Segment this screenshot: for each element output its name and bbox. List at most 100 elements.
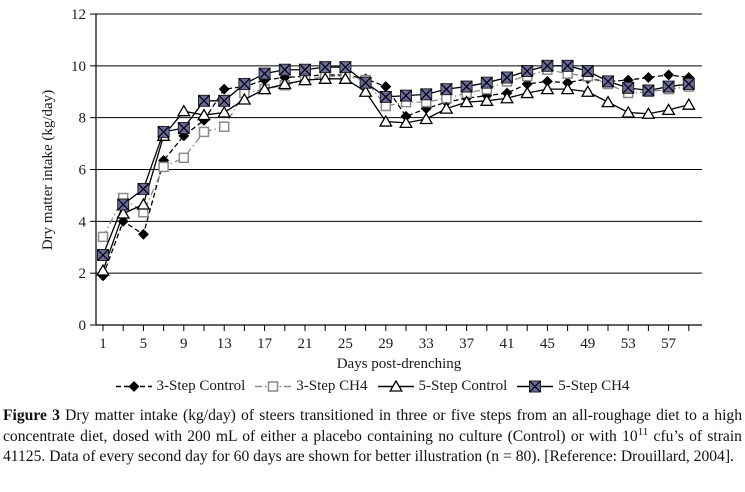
- marker-x-stroke: [480, 76, 493, 89]
- marker-open-square: [268, 380, 279, 392]
- marker-filled-diamond: [218, 83, 230, 95]
- marker-open-triangle: [439, 101, 454, 114]
- caption-text-1: Dry matter intake (kg/day) of steers tra…: [3, 407, 742, 445]
- marker-x-stroke: [299, 63, 311, 76]
- marker-open-triangle: [136, 197, 151, 210]
- marker-open-triangle: [257, 82, 272, 95]
- y-tick-label: 12: [71, 7, 86, 23]
- legend-item-5-step-control: 5-Step Control: [377, 377, 508, 395]
- marker-x-stroke: [238, 78, 251, 90]
- marker-x-stroke: [529, 380, 542, 392]
- marker-open-square: [218, 121, 230, 132]
- marker-open-triangle: [176, 104, 191, 117]
- marker-open-triangle: [217, 105, 232, 118]
- marker-open-triangle: [237, 92, 252, 105]
- marker-x-stroke: [440, 83, 453, 96]
- marker-x-stroke: [117, 198, 130, 211]
- marker-x-stroke: [501, 71, 513, 84]
- marker-open-triangle: [479, 94, 494, 106]
- y-tick-label: 0: [79, 318, 87, 334]
- x-tick-label: 53: [621, 336, 636, 352]
- series-line: [102, 69, 689, 238]
- marker-filled-diamond: [137, 228, 149, 240]
- x-tick-label: 21: [298, 336, 313, 352]
- x-tick-label: 17: [257, 336, 273, 352]
- x-tick-label: 57: [661, 336, 677, 352]
- marker-open-square: [198, 126, 210, 138]
- x-tick-label: 13: [217, 336, 232, 352]
- marker-x-stroke: [622, 81, 635, 94]
- marker-x-stroke: [157, 125, 170, 138]
- marker-open-triangle: [96, 263, 110, 276]
- legend-marker-open-square: [255, 380, 292, 392]
- marker-x-stroke: [218, 94, 231, 107]
- marker-x-stroke: [581, 65, 594, 77]
- marker-x-stroke: [379, 91, 392, 103]
- marker-open-triangle: [419, 112, 434, 125]
- series-line: [102, 65, 689, 256]
- marker-open-triangle: [621, 105, 636, 118]
- y-axis-title: Dry matter intake (kg/day): [40, 90, 56, 250]
- marker-filled-diamond: [663, 69, 675, 81]
- marker-x-stroke: [460, 80, 473, 93]
- marker-filled-diamond: [117, 215, 129, 227]
- legend-label: 3-Step Control: [156, 377, 246, 394]
- x-tick-label: 37: [459, 336, 475, 352]
- marker-open-triangle: [399, 116, 413, 128]
- y-tick-label: 10: [71, 59, 86, 75]
- series-5-step-control: [96, 71, 696, 276]
- x-tick-label: 45: [540, 336, 555, 352]
- legend-item-3-step-ch4: 3-Step CH4: [255, 377, 368, 395]
- marker-open-triangle: [388, 379, 403, 392]
- legend-label: 5-Step CH4: [558, 377, 630, 394]
- marker-open-triangle: [520, 86, 535, 99]
- x-tick-label: 33: [419, 336, 434, 352]
- marker-open-triangle: [500, 91, 514, 104]
- marker-open-triangle: [681, 97, 696, 110]
- legend-item-3-step-control: 3-Step Control: [115, 377, 246, 395]
- marker-open-triangle: [580, 84, 595, 97]
- marker-open-triangle: [540, 82, 555, 95]
- chart-legend: 3-Step Control 3-Step CH4 5-Step Control 5-…: [0, 374, 745, 398]
- marker-x-stroke: [561, 59, 574, 72]
- marker-filled-diamond: [380, 81, 392, 93]
- legend-label: 5-Step Control: [418, 377, 508, 394]
- marker-x-stroke: [662, 80, 675, 93]
- marker-x-stroke: [602, 75, 614, 88]
- legend-marker-open-triangle: [377, 379, 414, 392]
- x-tick-label: 9: [180, 336, 188, 352]
- marker-x-stroke: [177, 122, 190, 134]
- caption-text-2: cfu’s of strain 41125. Data of every sec…: [3, 427, 742, 466]
- figure-caption: Figure 3 Dry matter intake (kg/day) of s…: [3, 406, 742, 468]
- marker-x-stroke: [521, 65, 534, 77]
- marker-open-triangle: [338, 71, 353, 84]
- marker-x-stroke: [198, 94, 210, 107]
- legend-label: 3-Step CH4: [296, 377, 368, 394]
- legend-item-5-step-ch4: 5-Step CH4: [517, 377, 630, 395]
- marker-open-square: [178, 152, 190, 164]
- plot-area: 0 2 4 6 8 10 12 1 5 9 13 17 21 25 29 33 37 41 45 49 53 57: [71, 7, 702, 352]
- marker-x-stroke: [137, 183, 150, 195]
- x-tick-label: 49: [580, 336, 595, 352]
- figure-label: Figure 3: [3, 407, 60, 424]
- marker-x-stroke: [359, 76, 372, 89]
- marker-open-triangle: [197, 108, 211, 121]
- marker-open-triangle: [378, 114, 393, 127]
- marker-x-stroke: [319, 61, 332, 74]
- series-3-step-ch4: [97, 64, 695, 243]
- chart-canvas: Dry matter intake (kg/day) Days post-dre…: [40, 7, 702, 372]
- y-tick-label: 8: [79, 111, 87, 127]
- marker-x-stroke: [682, 78, 695, 90]
- series-line: [102, 78, 689, 271]
- marker-open-triangle: [641, 106, 656, 119]
- marker-open-triangle: [601, 95, 615, 108]
- marker-x-stroke: [278, 63, 291, 76]
- series-line: [102, 74, 689, 276]
- marker-open-triangle: [358, 84, 373, 97]
- marker-open-triangle: [459, 95, 474, 108]
- legend-marker-x-square: [517, 380, 554, 392]
- marker-open-triangle: [277, 77, 292, 90]
- marker-x-stroke: [97, 249, 109, 261]
- caption-superscript: 11: [637, 425, 649, 438]
- marker-open-square: [97, 231, 109, 243]
